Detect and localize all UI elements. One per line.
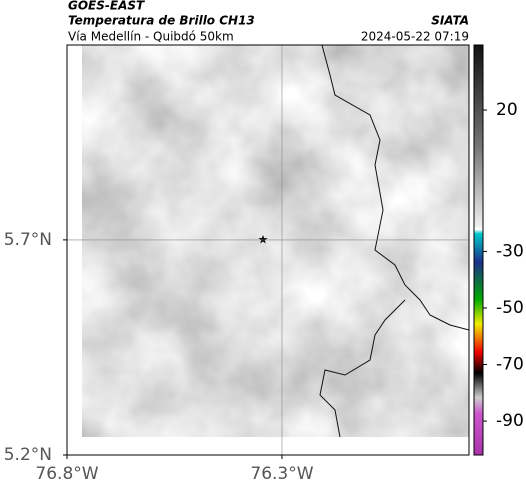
product: Temperatura de Brillo CH13	[68, 14, 255, 28]
map-frame	[66, 44, 470, 456]
colorbar-tick-label: 20	[496, 100, 518, 120]
datetime: 2024-05-22 07:19	[361, 30, 469, 44]
colorbar-tick-label: -50	[496, 298, 524, 318]
y-tick-label: 5.2°N	[4, 445, 52, 465]
source: SIATA	[431, 14, 469, 28]
colorbar-tick-label: -30	[496, 241, 524, 261]
x-tick-label: 76.8°W	[35, 464, 98, 484]
colorbar-tick-label: -70	[496, 355, 524, 375]
y-tick-label: 5.7°N	[4, 230, 52, 250]
x-tick-label: 76.3°W	[250, 464, 313, 484]
colorbar	[473, 44, 484, 456]
location-marker: ★	[258, 233, 269, 247]
satellite: GOES-EAST	[68, 0, 145, 13]
borders	[319, 44, 470, 438]
region: Vía Medellín - Quibdó 50km	[68, 30, 234, 44]
colorbar-tick-label: -90	[496, 411, 524, 431]
satellite-image	[82, 45, 469, 437]
